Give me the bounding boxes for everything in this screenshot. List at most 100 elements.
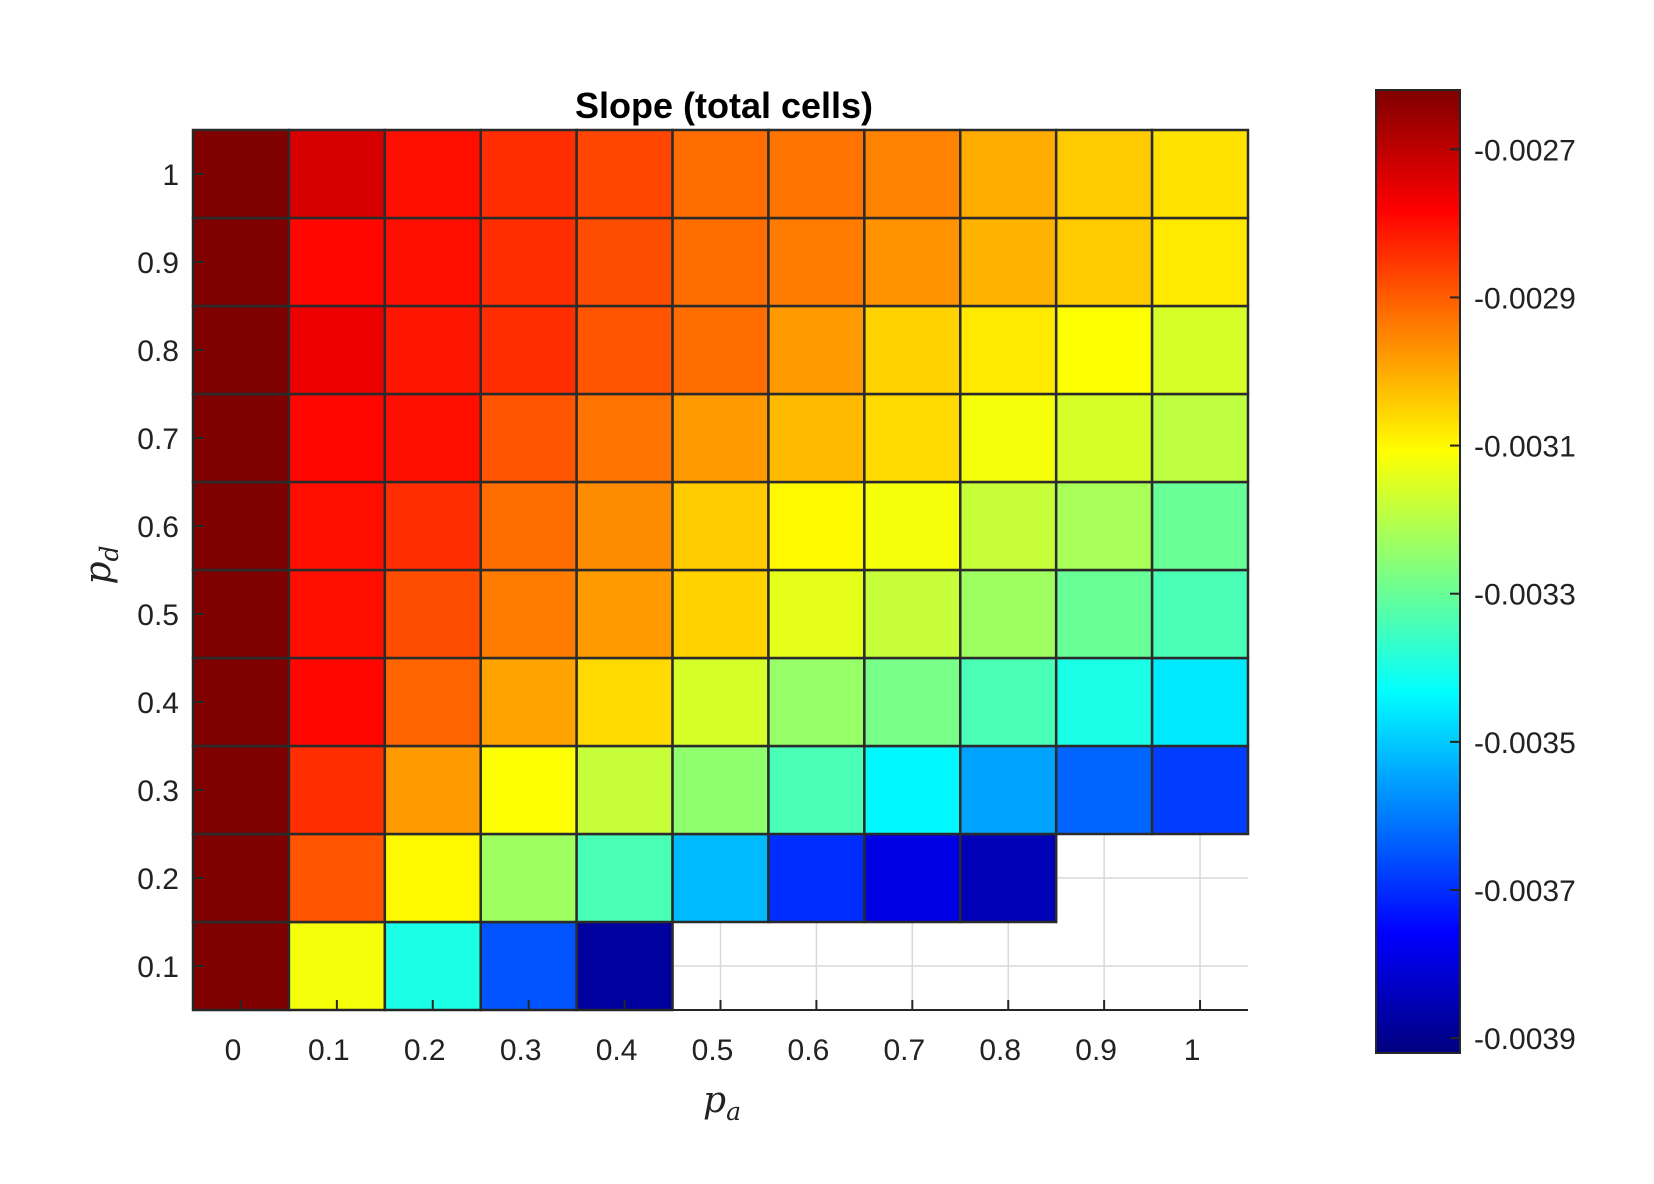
colorbar-tick-label: -0.0037 [1474,875,1576,908]
heatmap-cell [479,744,578,836]
heatmap-cell [863,304,962,396]
chart-title: Slope (total cells) [575,85,873,126]
heatmap-cell [575,832,674,924]
heatmap-cell [479,216,578,308]
heatmap-cell [671,744,770,836]
heatmap-cell [1150,128,1250,220]
x-axis-label: pa [703,1080,741,1126]
colorbar-tick-label: -0.0029 [1474,282,1576,315]
y-tick-label: 0.2 [137,863,179,896]
heatmap-cell [575,480,674,572]
heatmap-cell [479,392,578,484]
heatmap-cell [959,128,1058,220]
heatmap-cell [287,744,387,836]
heatmap-cell [383,832,482,924]
y-axis-label-base: p [78,561,119,584]
x-tick-label: 1 [1184,1034,1201,1067]
heatmap-cell [671,568,770,660]
x-axis-label-subscript: a [726,1097,741,1126]
heatmap-cell [1150,392,1250,484]
heatmap-cell [479,832,578,924]
heatmap-cell [1054,128,1154,220]
heatmap-cell [1054,304,1154,396]
y-tick-labels: 0.1 0.2 0.3 0.4 0.5 0.6 0.7 0.8 0.9 1 [137,159,179,984]
heatmap-cell [767,128,866,220]
heatmap-cell [191,304,291,396]
heatmap-cell [383,480,482,572]
colorbar-tick-label: -0.0035 [1474,727,1576,760]
heatmap-cell [287,128,387,220]
x-tick-label: 0.2 [404,1034,446,1067]
heatmap-cell [191,392,291,484]
heatmap-cell [767,304,866,396]
heatmap-cell [671,656,770,748]
heatmap-cell [383,920,482,1012]
heatmap-cell [671,304,770,396]
heatmap-cell [1150,656,1250,748]
colorbar-tick-label: -0.0039 [1474,1023,1576,1056]
heatmap-cell [1054,568,1154,660]
x-tick-label: 0 [225,1034,242,1067]
heatmap-cell [671,392,770,484]
heatmap-cell [383,656,482,748]
x-tick-label: 0.5 [692,1034,734,1067]
heatmap-cell [383,128,482,220]
y-tick-label: 0.7 [137,423,179,456]
heatmap-cell [287,480,387,572]
heatmap-cell [383,392,482,484]
x-tick-label: 0.3 [500,1034,542,1067]
y-tick-label: 0.9 [137,247,179,280]
heatmap-cell [1054,744,1154,836]
heatmap-cell [1054,480,1154,572]
heatmap-cell [191,480,291,572]
heatmap-cell [287,832,387,924]
heatmap-cell [1150,304,1250,396]
heatmap-cell [671,216,770,308]
heatmap-cell [191,656,291,748]
heatmap-cell [1150,568,1250,660]
heatmap-cell [959,744,1058,836]
heatmap-cell [863,392,962,484]
y-tick-label: 0.8 [137,335,179,368]
heatmap-cell [191,832,291,924]
x-tick-label: 0.6 [788,1034,830,1067]
heatmap-cell [191,128,291,220]
heatmap-cell [959,216,1058,308]
colorbar-gradient [1375,89,1461,1054]
heatmap-cell [383,744,482,836]
heatmap-cell [575,304,674,396]
heatmap-cell [191,568,291,660]
x-tick-label: 0.7 [883,1034,925,1067]
heatmap-cell [863,744,962,836]
heatmap-cell [863,656,962,748]
heatmap-cell [959,304,1058,396]
heatmap-cell [959,832,1058,924]
heatmap-cell [767,744,866,836]
colorbar-tick-label: -0.0033 [1474,579,1576,612]
x-tick-label: 0.4 [596,1034,638,1067]
heatmap-cell [863,216,962,308]
y-axis-label: pd [78,545,124,584]
heatmap-cell [767,568,866,660]
x-tick-label: 0.9 [1075,1034,1117,1067]
heatmap-cell [863,480,962,572]
heatmap-cell [575,656,674,748]
axes [192,130,1248,1011]
y-tick-label: 0.1 [137,951,179,984]
heatmap-cell [671,480,770,572]
heatmap-cell [863,568,962,660]
heatmap-cell [383,304,482,396]
heatmap-cell [287,216,387,308]
heatmap-cell [1150,480,1250,572]
heatmap-cell [575,128,674,220]
heatmap-cell [671,832,770,924]
heatmap-cell [575,392,674,484]
heatmap-cell [671,128,770,220]
heatmap-cell [287,392,387,484]
colorbar-tick-label: -0.0031 [1474,431,1576,464]
y-tick-label: 0.5 [137,599,179,632]
heatmap-cell [479,480,578,572]
heatmap-cell [191,744,291,836]
heatmap-cell [479,568,578,660]
